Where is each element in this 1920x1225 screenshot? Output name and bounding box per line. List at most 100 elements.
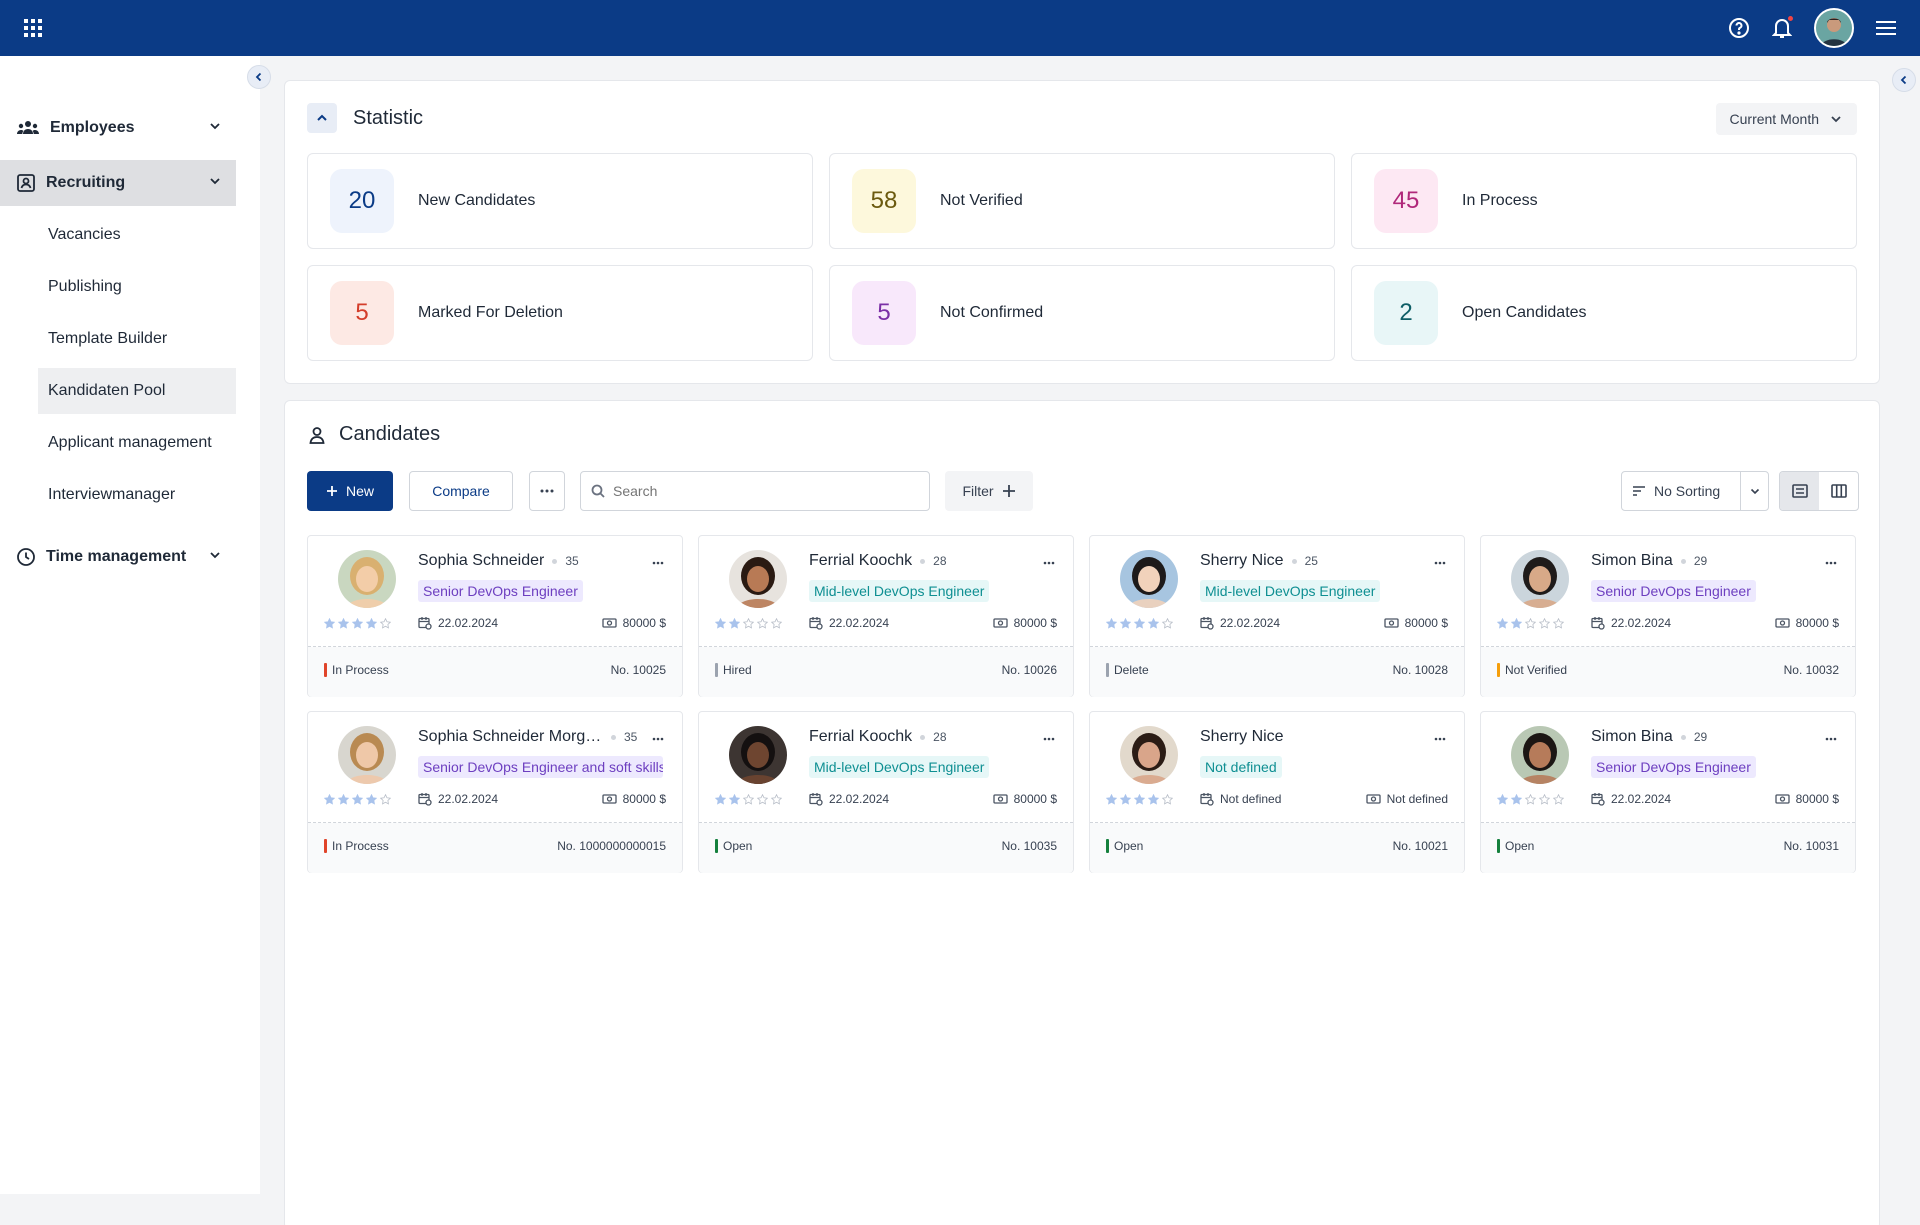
nav-group-time-management[interactable]: Time management: [0, 534, 236, 580]
star-icon[interactable]: [324, 618, 335, 629]
search-input[interactable]: [613, 483, 913, 499]
filter-button[interactable]: Filter: [945, 471, 1033, 511]
star-icon[interactable]: [1553, 618, 1564, 629]
more-actions-button[interactable]: [529, 471, 565, 511]
card-more-button[interactable]: [652, 728, 664, 746]
help-circle-icon[interactable]: [1728, 17, 1750, 39]
nav-group-employees[interactable]: Employees: [0, 105, 236, 151]
stat-card[interactable]: 2 Open Candidates: [1351, 265, 1857, 361]
star-icon[interactable]: [1134, 618, 1145, 629]
candidate-card[interactable]: Simon Bina 29 Senior DevOps Engineer 22.02.…: [1480, 535, 1856, 697]
user-avatar[interactable]: [1814, 8, 1854, 48]
star-icon[interactable]: [1539, 794, 1550, 805]
candidate-card[interactable]: Sherry Nice Not defined Not defined Not def…: [1089, 711, 1465, 873]
candidate-name[interactable]: Simon Bina: [1591, 552, 1673, 569]
card-more-button[interactable]: [652, 552, 664, 570]
star-icon[interactable]: [352, 794, 363, 805]
star-icon[interactable]: [757, 618, 768, 629]
star-icon[interactable]: [757, 794, 768, 805]
rating-stars: [715, 794, 782, 805]
stat-card[interactable]: 58 Not Verified: [829, 153, 1335, 249]
card-more-button[interactable]: [1043, 552, 1055, 570]
card-more-button[interactable]: [1825, 728, 1837, 746]
candidate-name[interactable]: Simon Bina: [1591, 728, 1673, 745]
card-more-button[interactable]: [1434, 728, 1446, 746]
star-icon[interactable]: [1539, 618, 1550, 629]
candidate-name[interactable]: Sophia Schneider Morgenstern: [418, 728, 603, 745]
stat-card[interactable]: 5 Not Confirmed: [829, 265, 1335, 361]
star-icon[interactable]: [1497, 618, 1508, 629]
sidebar-item-vacancies[interactable]: Vacancies: [38, 212, 236, 258]
star-icon[interactable]: [380, 618, 391, 629]
star-icon[interactable]: [771, 794, 782, 805]
candidate-name[interactable]: Sherry Nice: [1200, 552, 1284, 569]
star-icon[interactable]: [1553, 794, 1564, 805]
star-icon[interactable]: [338, 618, 349, 629]
star-icon[interactable]: [1120, 618, 1131, 629]
sort-button[interactable]: No Sorting: [1622, 472, 1740, 510]
candidate-name[interactable]: Ferrial Koochk: [809, 552, 913, 569]
card-more-button[interactable]: [1043, 728, 1055, 746]
card-view-button[interactable]: [1780, 472, 1819, 510]
hamburger-menu-icon[interactable]: [1876, 20, 1896, 36]
column-view-button[interactable]: [1819, 472, 1858, 510]
star-icon[interactable]: [338, 794, 349, 805]
candidate-card[interactable]: Sherry Nice 25 Mid-level DevOps Engineer 22…: [1089, 535, 1465, 697]
sidebar-item-publishing[interactable]: Publishing: [38, 264, 236, 310]
compare-button[interactable]: Compare: [409, 471, 513, 511]
sidebar-item-kandidaten-pool[interactable]: Kandidaten Pool: [38, 368, 236, 414]
stat-card[interactable]: 20 New Candidates: [307, 153, 813, 249]
star-icon[interactable]: [1162, 794, 1173, 805]
candidate-card[interactable]: Ferrial Koochk 28 Mid-level DevOps Enginee…: [698, 711, 1074, 873]
star-icon[interactable]: [1525, 618, 1536, 629]
star-icon[interactable]: [1148, 618, 1159, 629]
stat-card[interactable]: 45 In Process: [1351, 153, 1857, 249]
candidate-card[interactable]: Simon Bina 29 Senior DevOps Engineer 22.02.…: [1480, 711, 1856, 873]
star-icon[interactable]: [1525, 794, 1536, 805]
candidate-card[interactable]: Sophia Schneider 35 Senior DevOps Engineer…: [307, 535, 683, 697]
candidate-card[interactable]: Ferrial Koochk 28 Mid-level DevOps Enginee…: [698, 535, 1074, 697]
star-icon[interactable]: [715, 794, 726, 805]
candidate-age: 35: [565, 554, 579, 568]
calendar-clock-icon: [1591, 617, 1605, 630]
star-icon[interactable]: [1148, 794, 1159, 805]
star-icon[interactable]: [1497, 794, 1508, 805]
new-candidate-button[interactable]: New: [307, 471, 393, 511]
star-icon[interactable]: [366, 618, 377, 629]
star-icon[interactable]: [743, 794, 754, 805]
star-icon[interactable]: [1162, 618, 1173, 629]
candidate-name[interactable]: Sherry Nice: [1200, 728, 1284, 745]
candidate-name[interactable]: Sophia Schneider: [418, 552, 545, 569]
star-icon[interactable]: [771, 618, 782, 629]
candidate-name[interactable]: Ferrial Koochk: [809, 728, 913, 745]
collapse-statistic-button[interactable]: [307, 103, 337, 133]
card-more-button[interactable]: [1434, 552, 1446, 570]
period-select[interactable]: Current Month: [1715, 103, 1857, 135]
star-icon[interactable]: [1134, 794, 1145, 805]
collapse-sidebar-button[interactable]: [247, 65, 271, 89]
star-icon[interactable]: [1511, 618, 1522, 629]
star-icon[interactable]: [1511, 794, 1522, 805]
card-more-button[interactable]: [1825, 552, 1837, 570]
candidate-card[interactable]: Sophia Schneider Morgenstern 35 Senior Dev…: [307, 711, 683, 873]
star-icon[interactable]: [1106, 618, 1117, 629]
star-icon[interactable]: [715, 618, 726, 629]
star-icon[interactable]: [1120, 794, 1131, 805]
sidebar-item-interviewmanager[interactable]: Interviewmanager: [38, 472, 236, 518]
star-icon[interactable]: [729, 618, 740, 629]
collapse-right-panel-button[interactable]: [1892, 68, 1916, 92]
apps-grid-icon[interactable]: [24, 19, 42, 37]
sidebar-item-template-builder[interactable]: Template Builder: [38, 316, 236, 362]
star-icon[interactable]: [1106, 794, 1117, 805]
star-icon[interactable]: [366, 794, 377, 805]
bell-icon[interactable]: [1772, 15, 1794, 39]
stat-card[interactable]: 5 Marked For Deletion: [307, 265, 813, 361]
star-icon[interactable]: [380, 794, 391, 805]
star-icon[interactable]: [743, 618, 754, 629]
sort-dropdown-button[interactable]: [1740, 472, 1768, 510]
sidebar-item-applicant-management[interactable]: Applicant management: [38, 420, 236, 466]
star-icon[interactable]: [352, 618, 363, 629]
nav-group-recruiting[interactable]: Recruiting: [0, 160, 236, 206]
star-icon[interactable]: [324, 794, 335, 805]
star-icon[interactable]: [729, 794, 740, 805]
